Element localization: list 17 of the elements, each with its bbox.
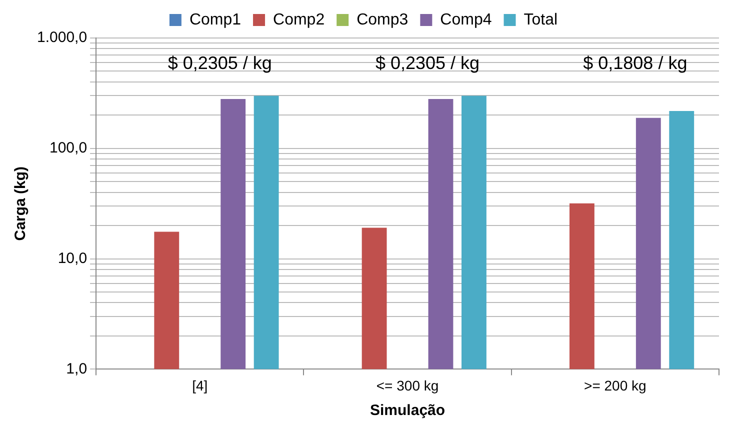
legend-label: Comp4 — [440, 11, 492, 28]
x-tick-label: >= 200 kg — [584, 377, 646, 394]
x-tick-label: [4] — [192, 377, 208, 394]
legend-label: Comp1 — [189, 11, 242, 28]
legend-label: Comp3 — [356, 11, 408, 28]
annotation: $ 0,1808 / kg — [583, 52, 688, 73]
x-axis-title: Simulação — [370, 402, 446, 420]
annotation: $ 0,2305 / kg — [168, 52, 272, 73]
x-tick-label: <= 300 kg — [376, 377, 439, 394]
y-tick-label: 1.000,0 — [37, 29, 88, 46]
y-tick-label: 100,0 — [50, 140, 88, 157]
legend-label: Total — [524, 11, 558, 28]
annotation: $ 0,2305 / kg — [375, 52, 480, 73]
legend-label: Comp2 — [273, 11, 325, 28]
y-axis-title: Carga (kg) — [12, 166, 30, 241]
y-tick-label: 10,0 — [58, 250, 88, 267]
y-tick-label: 1,0 — [66, 360, 88, 378]
